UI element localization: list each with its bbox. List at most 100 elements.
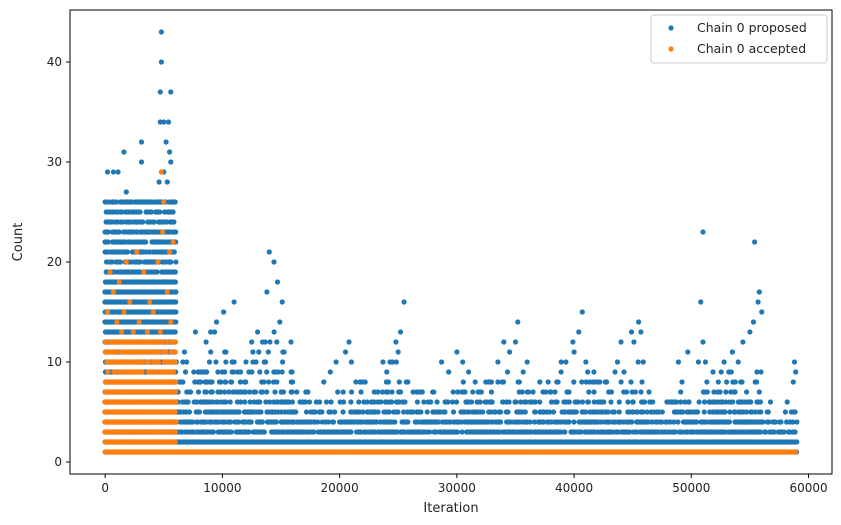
point-chain-0-proposed: [571, 419, 577, 425]
point-chain-0-proposed: [630, 399, 636, 405]
point-chain-0-proposed: [711, 389, 717, 395]
point-chain-0-proposed: [402, 399, 408, 405]
point-chain-0-accepted: [127, 299, 133, 305]
point-chain-0-proposed: [650, 399, 656, 405]
point-chain-0-proposed: [397, 389, 404, 395]
point-chain-0-proposed: [466, 369, 472, 375]
point-chain-0-proposed: [228, 419, 234, 425]
point-chain-0-proposed: [262, 339, 268, 345]
point-chain-0-proposed: [721, 359, 727, 365]
point-chain-0-proposed: [259, 389, 265, 395]
point-chain-0-proposed: [618, 379, 624, 385]
point-chain-0-proposed: [678, 389, 684, 395]
point-chain-0-proposed: [231, 299, 237, 305]
point-chain-0-accepted: [163, 349, 169, 355]
point-chain-0-proposed: [157, 209, 163, 215]
point-chain-0-proposed: [756, 289, 762, 295]
point-chain-0-proposed: [253, 389, 259, 395]
point-chain-0-proposed: [656, 409, 662, 415]
point-chain-0-accepted: [151, 369, 157, 375]
point-chain-0-proposed: [449, 399, 455, 405]
point-chain-0-proposed: [726, 419, 733, 425]
point-chain-0-accepted: [155, 259, 161, 265]
point-chain-0-proposed: [262, 359, 269, 365]
point-chain-0-proposed: [442, 409, 448, 415]
point-chain-0-proposed: [173, 319, 179, 325]
point-chain-0-proposed: [740, 339, 746, 345]
point-chain-0-proposed: [739, 379, 745, 385]
point-chain-0-proposed: [364, 399, 370, 405]
point-chain-0-proposed: [311, 429, 317, 435]
point-chain-0-proposed: [405, 419, 411, 425]
point-chain-0-proposed: [414, 399, 420, 405]
point-chain-0-proposed: [274, 279, 281, 285]
point-chain-0-proposed: [673, 399, 680, 405]
point-chain-0-accepted: [105, 369, 111, 375]
point-chain-0-proposed: [356, 399, 362, 405]
point-chain-0-proposed: [792, 409, 798, 415]
point-chain-0-proposed: [453, 399, 460, 405]
point-chain-0-proposed: [793, 369, 799, 375]
point-chain-0-proposed: [543, 389, 549, 395]
point-chain-0-proposed: [640, 359, 646, 365]
point-chain-0-proposed: [455, 389, 461, 395]
point-chain-0-proposed: [115, 169, 121, 175]
point-chain-0-proposed: [601, 399, 607, 405]
x-axis-label: Iteration: [423, 501, 478, 516]
point-chain-0-proposed: [566, 419, 572, 425]
point-chain-0-proposed: [516, 379, 522, 385]
point-chain-0-proposed: [302, 399, 309, 405]
point-chain-0-proposed: [265, 349, 271, 355]
point-chain-0-proposed: [172, 279, 178, 285]
point-chain-0-proposed: [123, 189, 129, 195]
point-chain-0-proposed: [562, 429, 568, 435]
point-chain-0-proposed: [505, 409, 511, 415]
point-chain-0-proposed: [497, 419, 504, 425]
point-chain-0-accepted: [135, 359, 141, 365]
point-chain-0-proposed: [342, 349, 349, 355]
point-chain-0-proposed: [274, 339, 280, 345]
point-chain-0-proposed: [151, 219, 157, 225]
point-chain-0-proposed: [290, 379, 296, 385]
point-chain-0-proposed: [154, 269, 160, 275]
point-chain-0-proposed: [634, 429, 640, 435]
point-chain-0-proposed: [228, 429, 234, 435]
point-chain-0-proposed: [480, 409, 486, 415]
point-chain-0-proposed: [532, 399, 539, 405]
point-chain-0-proposed: [488, 389, 494, 395]
point-chain-0-proposed: [140, 219, 146, 225]
point-chain-0-proposed: [330, 419, 337, 425]
y-tick-label: 30: [47, 155, 62, 169]
point-chain-0-proposed: [209, 399, 216, 405]
point-chain-0-accepted: [108, 449, 114, 455]
point-chain-0-proposed: [679, 379, 685, 385]
point-chain-0-proposed: [173, 229, 179, 235]
point-chain-0-proposed: [335, 389, 341, 395]
point-chain-0-proposed: [794, 419, 800, 425]
point-chain-0-accepted: [172, 359, 178, 365]
point-chain-0-proposed: [393, 339, 399, 345]
point-chain-0-proposed: [279, 369, 285, 375]
point-chain-0-proposed: [306, 399, 313, 405]
point-chain-0-proposed: [378, 399, 384, 405]
point-chain-0-accepted: [113, 349, 119, 355]
point-chain-0-accepted: [137, 449, 143, 455]
point-chain-0-proposed: [435, 419, 441, 425]
point-chain-0-accepted: [107, 269, 113, 275]
point-chain-0-proposed: [723, 389, 729, 395]
point-chain-0-proposed: [672, 429, 678, 435]
point-chain-0-proposed: [424, 409, 430, 415]
point-chain-0-proposed: [715, 379, 721, 385]
point-chain-0-proposed: [170, 209, 176, 215]
point-chain-0-proposed: [209, 379, 215, 385]
point-chain-0-proposed: [604, 379, 610, 385]
point-chain-0-proposed: [121, 149, 127, 155]
point-chain-0-proposed: [346, 339, 352, 345]
point-chain-0-proposed: [393, 359, 399, 365]
point-chain-0-proposed: [168, 89, 174, 95]
point-chain-0-accepted: [144, 329, 150, 335]
point-chain-0-proposed: [163, 139, 169, 145]
point-chain-0-proposed: [275, 369, 281, 375]
point-chain-0-proposed: [530, 389, 536, 395]
